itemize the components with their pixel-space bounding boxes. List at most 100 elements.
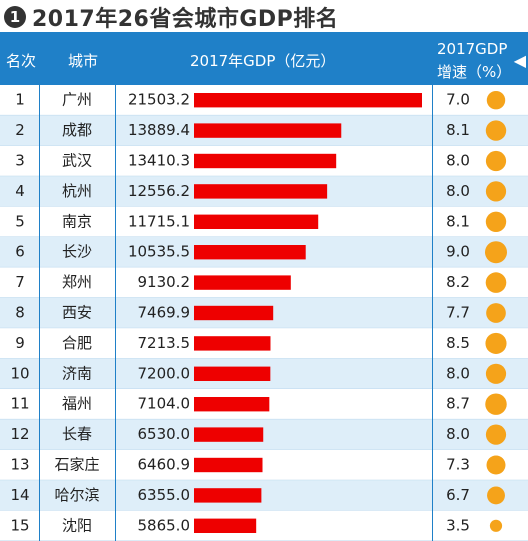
table-row xyxy=(0,510,528,541)
growth-dot xyxy=(485,393,507,415)
growth-dot xyxy=(486,455,506,475)
gdp-value-label: 13410.3 xyxy=(128,152,190,170)
growth-dot xyxy=(486,303,506,323)
gdp-bar xyxy=(194,518,257,533)
gdp-value-label: 7200.0 xyxy=(138,364,191,382)
rank-cell: 4 xyxy=(15,182,25,200)
growth-dot xyxy=(485,424,507,445)
growth-dot xyxy=(485,181,507,202)
growth-value-label: 8.1 xyxy=(446,121,470,139)
gdp-value-label: 6530.0 xyxy=(138,425,191,443)
growth-value-label: 8.0 xyxy=(446,364,470,382)
city-label: 广州 xyxy=(62,91,92,109)
header-city: 城市 xyxy=(68,52,99,70)
gdp-chart: 1 广州 21503.2 7.0 2 成都 13889.4 8.1 3 武汉 13410.3 8.0 4… xyxy=(0,85,528,541)
gdp-value-label: 13889.4 xyxy=(128,121,190,139)
city-label: 武汉 xyxy=(62,152,92,170)
gdp-value-label: 21503.2 xyxy=(128,91,190,109)
gdp-value-label: 6355.0 xyxy=(138,486,191,504)
growth-value-label: 7.0 xyxy=(446,91,470,109)
table-row xyxy=(0,419,528,450)
page-title: 2017年26省会城市GDP排名 xyxy=(32,7,339,32)
rank-cell: 12 xyxy=(10,425,29,443)
header-arrow-icon: ◀ xyxy=(513,51,526,70)
gdp-bar xyxy=(194,397,270,412)
growth-dot xyxy=(485,150,507,172)
growth-dot xyxy=(489,519,503,532)
gdp-bar xyxy=(194,93,422,108)
gdp-bar xyxy=(194,214,319,229)
gdp-value-label: 11715.1 xyxy=(128,212,190,230)
city-label: 合肥 xyxy=(62,334,92,352)
growth-dot xyxy=(485,241,507,264)
growth-value-label: 7.3 xyxy=(446,456,470,474)
gdp-bar xyxy=(194,457,263,473)
gdp-value-label: 12556.2 xyxy=(128,182,190,200)
header-gdp: 2017年GDP（亿元） xyxy=(190,52,336,70)
header-growth-line1: 2017GDP xyxy=(437,40,508,58)
growth-dot xyxy=(487,486,505,505)
gdp-value-label: 9130.2 xyxy=(138,273,191,291)
gdp-bar xyxy=(194,184,328,199)
growth-dot xyxy=(485,332,507,354)
gdp-bar xyxy=(194,153,337,169)
city-label: 成都 xyxy=(62,121,92,139)
growth-value-label: 8.0 xyxy=(446,182,470,200)
city-label: 哈尔滨 xyxy=(54,486,99,504)
rank-cell: 1 xyxy=(15,91,25,109)
gdp-bar xyxy=(194,366,271,381)
city-label: 南京 xyxy=(62,212,92,230)
rank-cell: 5 xyxy=(15,212,25,230)
table-row xyxy=(0,449,528,481)
title-bar: 1 2017年26省会城市GDP排名 xyxy=(0,0,528,34)
gdp-bar xyxy=(194,275,291,290)
gdp-value-label: 7104.0 xyxy=(138,395,191,413)
rank-cell: 11 xyxy=(10,395,29,413)
growth-value-label: 8.7 xyxy=(446,395,470,413)
growth-dot xyxy=(485,363,507,384)
header-growth-line2: 增速（%） xyxy=(437,63,512,81)
city-label: 石家庄 xyxy=(54,456,99,474)
city-label: 西安 xyxy=(62,304,92,322)
gdp-bar xyxy=(194,427,264,442)
growth-dot xyxy=(485,211,507,232)
gdp-bar xyxy=(194,305,274,321)
title-number-badge: 1 xyxy=(4,6,26,28)
gdp-value-label: 7469.9 xyxy=(138,304,191,322)
column-divider xyxy=(115,85,116,541)
city-label: 福州 xyxy=(62,395,92,413)
rank-cell: 15 xyxy=(10,516,29,534)
title-underline xyxy=(0,32,528,35)
growth-value-label: 8.0 xyxy=(446,152,470,170)
growth-value-label: 8.0 xyxy=(446,425,470,443)
rank-cell: 2 xyxy=(15,121,25,139)
city-label: 郑州 xyxy=(62,273,92,291)
rank-cell: 6 xyxy=(15,243,25,261)
column-divider xyxy=(39,85,40,541)
growth-value-label: 3.5 xyxy=(446,516,470,534)
rank-cell: 9 xyxy=(15,334,25,352)
gdp-bar xyxy=(194,488,262,503)
gdp-value-label: 10535.5 xyxy=(128,243,190,261)
growth-dot xyxy=(485,272,507,293)
growth-value-label: 8.2 xyxy=(446,273,470,291)
gdp-bar xyxy=(194,336,271,351)
gdp-value-label: 7213.5 xyxy=(138,334,191,352)
rank-cell: 13 xyxy=(10,456,29,474)
rank-cell: 8 xyxy=(15,304,25,322)
growth-value-label: 8.5 xyxy=(446,334,470,352)
city-label: 沈阳 xyxy=(62,516,92,534)
rank-cell: 10 xyxy=(10,364,29,382)
gdp-bar xyxy=(194,245,306,260)
rank-cell: 7 xyxy=(15,273,25,291)
growth-dot xyxy=(485,120,507,141)
rank-cell: 3 xyxy=(15,152,25,170)
gdp-value-label: 5865.0 xyxy=(138,516,191,534)
growth-value-label: 9.0 xyxy=(446,243,470,261)
growth-value-label: 8.1 xyxy=(446,212,470,230)
header-rank: 名次 xyxy=(6,52,37,70)
rank-cell: 14 xyxy=(10,486,29,504)
city-label: 济南 xyxy=(62,364,92,382)
growth-dot xyxy=(486,90,506,110)
city-label: 长沙 xyxy=(62,243,92,261)
